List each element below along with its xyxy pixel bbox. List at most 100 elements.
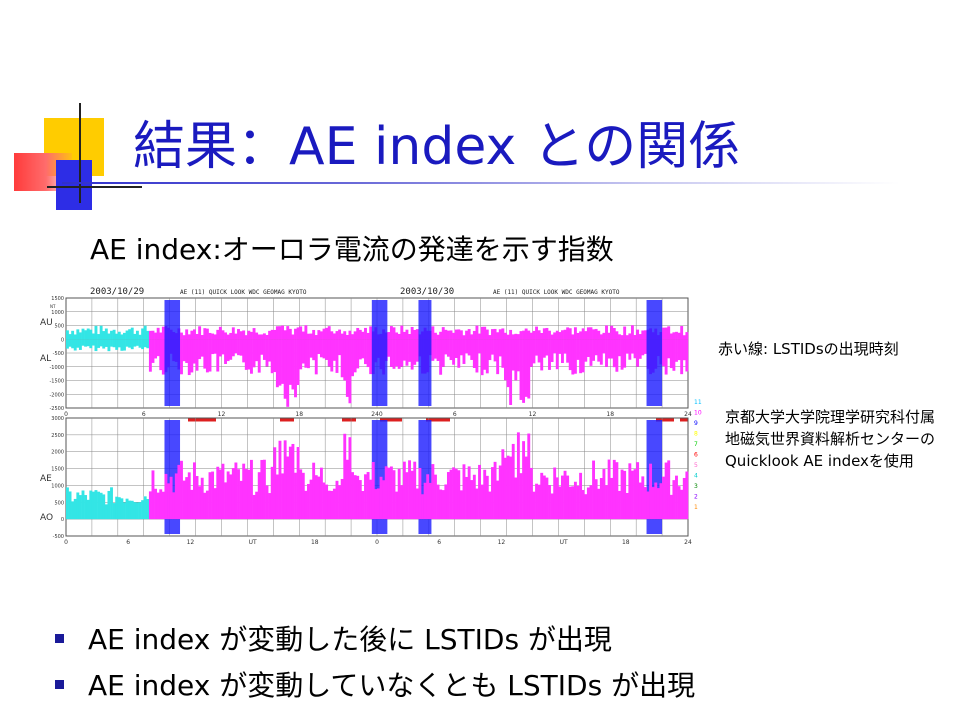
au-bar [563,329,567,340]
au-bar [480,326,484,340]
au-bar [618,334,621,340]
ae-bar [568,486,572,520]
al-bar [493,339,497,362]
bullet-square-icon [55,679,64,689]
al-bar [389,339,393,367]
ae-bar [364,474,367,520]
ae-bar [498,465,502,520]
ae-bar [110,487,113,520]
ae-bar [117,497,121,520]
au-bar [462,335,466,340]
al-bar [366,339,370,368]
ae-bar [506,455,510,520]
al-bar [340,339,344,378]
title-underline [62,182,900,184]
x-tick-label: 24 [684,539,692,546]
ae-bar [340,478,344,520]
au-bar [612,328,616,340]
al-bar [338,339,342,356]
au-bar [260,334,264,340]
au-bar [125,330,129,340]
au-bar [516,334,520,340]
ae-bar [395,491,399,520]
au-bar [405,329,409,340]
au-bar [537,330,541,340]
al-bar [213,339,217,354]
au-bar [488,335,492,340]
au-bar [91,333,95,340]
x-tick-label: 6 [437,539,441,546]
al-bar [457,339,461,368]
title-decoration-vertical-line [79,103,81,203]
ae-bar [81,490,85,520]
al-bar [439,339,443,375]
ae-bar [669,494,673,520]
al-bar [123,339,126,351]
al-bar [66,339,69,349]
ae-bar [571,486,575,520]
ae-bar [332,488,336,520]
al-bar [141,339,145,350]
y-tick-label: -2000 [49,392,64,398]
au-bar [273,329,277,340]
ae-bar [296,447,300,520]
top-panel-au-al-trace [66,300,689,407]
ae-bar [649,463,653,520]
au-bar [185,329,189,340]
ae-bar [540,472,544,520]
au-bar [602,332,606,340]
al-bar [522,339,526,403]
ae-bar [511,443,515,520]
ae-bar [358,480,362,520]
au-bar [633,335,637,340]
title-decoration-blue-square [56,160,92,210]
ae-bar [68,491,72,520]
y-tick-label: 500 [54,324,64,330]
ae-bar [641,476,645,520]
au-bar [97,334,100,340]
al-bar [387,339,391,357]
ae-bar [319,467,323,520]
au-bar [133,333,137,340]
ae-bar [651,487,655,520]
x-tick-label: 24 [684,411,692,418]
au-bar [506,334,510,340]
au-bar [99,325,103,340]
au-bar [594,328,598,340]
y-tick-label: -500 [53,351,64,357]
al-bar [545,339,549,356]
au-bar [413,329,417,340]
ae-bar [353,475,357,520]
al-bar [133,339,137,347]
al-bar [231,339,235,357]
au-bar [294,328,297,340]
al-bar [185,339,189,363]
au-bar [522,330,526,340]
ae-bar [317,476,321,520]
al-bar [452,339,456,365]
au-bar [436,334,440,340]
y-tick-label: 0 [61,337,64,343]
au-bar [672,332,676,340]
bottom-panel-ae-trace [66,420,689,534]
ae-axis-label: AE [40,474,52,484]
ao-axis-label: AO [40,513,53,523]
al-bar [237,339,240,356]
al-bar [454,339,458,358]
ae-bar [599,478,603,520]
al-bar [685,339,689,372]
al-bar [682,339,686,361]
ae-bar [426,474,430,520]
ae-bar [291,443,295,520]
x-tick-label: 0 [64,411,68,418]
bottom-panel-y-ticks: 3000 2500 2000 1500 1000 500 0 -500 [51,416,64,540]
au-bar [325,327,329,340]
al-bar [449,339,453,361]
station-count-label: 3 [694,483,698,490]
al-bar [669,339,673,369]
al-bar [444,339,448,355]
ae-bar [633,469,637,520]
au-bar [402,331,406,340]
ae-bar [325,484,329,520]
ae-bar [612,459,616,520]
